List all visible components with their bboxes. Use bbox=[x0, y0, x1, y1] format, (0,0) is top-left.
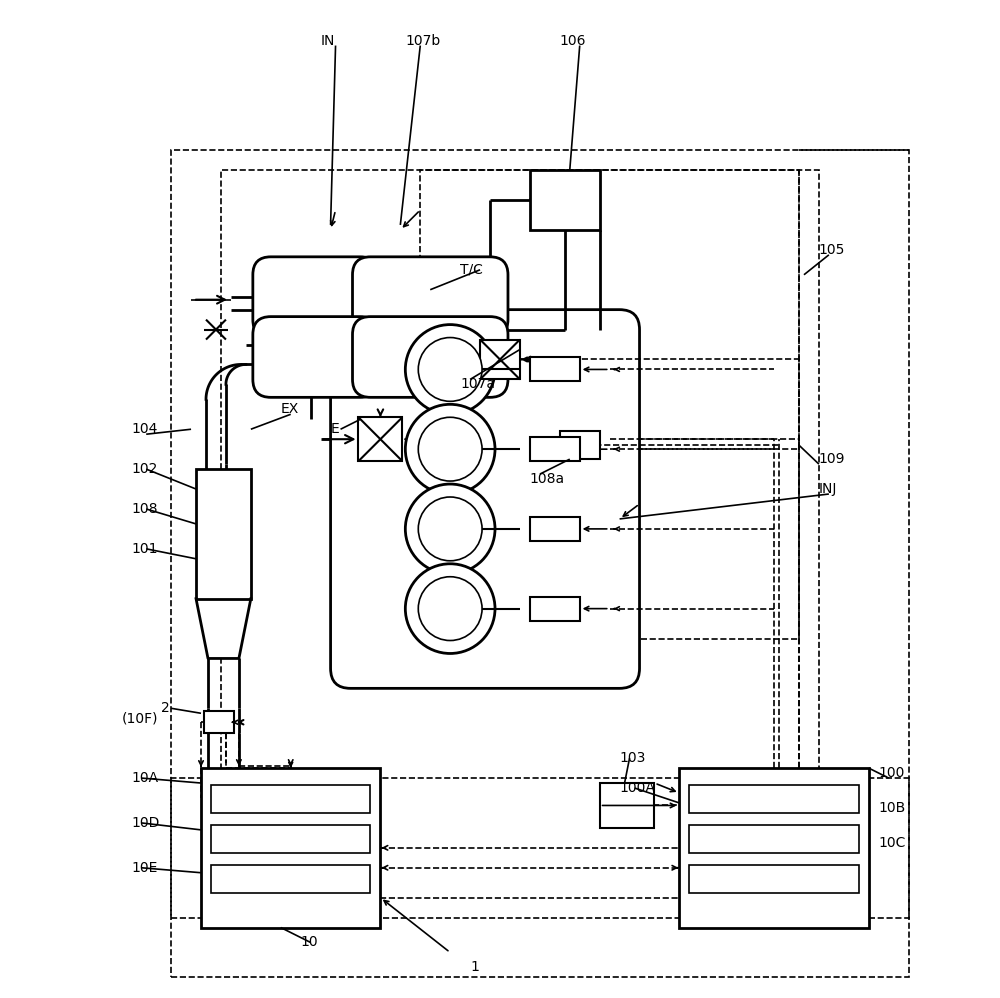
Text: 10D: 10D bbox=[131, 816, 160, 830]
Text: T/C: T/C bbox=[460, 262, 483, 276]
Bar bbox=[171, 778, 909, 977]
Bar bbox=[530, 170, 600, 230]
Circle shape bbox=[405, 564, 495, 654]
Text: INJ: INJ bbox=[819, 482, 837, 496]
Text: 100: 100 bbox=[879, 766, 905, 780]
Text: 104: 104 bbox=[131, 422, 158, 436]
Bar bbox=[420, 170, 799, 449]
Bar bbox=[204, 712, 234, 734]
Polygon shape bbox=[196, 599, 251, 659]
Text: 10A: 10A bbox=[131, 771, 158, 785]
Text: 10C: 10C bbox=[879, 836, 906, 850]
Bar bbox=[196, 469, 251, 599]
Bar bbox=[221, 170, 819, 897]
Bar bbox=[480, 339, 520, 379]
Bar bbox=[171, 150, 909, 917]
Bar bbox=[420, 439, 799, 639]
Bar bbox=[530, 597, 580, 621]
Bar bbox=[689, 785, 859, 813]
Circle shape bbox=[418, 577, 482, 641]
Bar bbox=[530, 517, 580, 541]
Text: 107a: 107a bbox=[460, 377, 495, 391]
Bar bbox=[530, 437, 580, 461]
Text: 108: 108 bbox=[131, 502, 158, 516]
Text: 101: 101 bbox=[131, 542, 158, 556]
Bar bbox=[358, 417, 402, 461]
Circle shape bbox=[418, 417, 482, 481]
Bar bbox=[600, 783, 654, 828]
Bar bbox=[679, 768, 869, 927]
Text: 105: 105 bbox=[819, 243, 845, 256]
Circle shape bbox=[405, 484, 495, 574]
Bar bbox=[689, 864, 859, 892]
FancyBboxPatch shape bbox=[353, 256, 508, 337]
Text: 107b: 107b bbox=[405, 34, 441, 48]
Text: EX: EX bbox=[281, 402, 299, 416]
FancyBboxPatch shape bbox=[331, 309, 640, 689]
Text: (10F): (10F) bbox=[121, 712, 158, 726]
Text: 103: 103 bbox=[620, 751, 646, 765]
FancyBboxPatch shape bbox=[353, 316, 508, 397]
Bar bbox=[211, 825, 370, 853]
Circle shape bbox=[418, 497, 482, 561]
Text: 102: 102 bbox=[131, 462, 158, 476]
Text: 10: 10 bbox=[301, 935, 318, 949]
Text: 1: 1 bbox=[470, 960, 479, 974]
Bar bbox=[689, 825, 859, 853]
Bar bbox=[530, 357, 580, 381]
Text: E: E bbox=[331, 422, 339, 436]
Text: 109: 109 bbox=[819, 452, 845, 466]
Bar bbox=[211, 864, 370, 892]
Circle shape bbox=[418, 337, 482, 401]
Bar bbox=[211, 785, 370, 813]
FancyBboxPatch shape bbox=[253, 316, 378, 397]
Text: 106: 106 bbox=[560, 34, 586, 48]
Text: 2: 2 bbox=[161, 702, 170, 716]
Circle shape bbox=[405, 324, 495, 414]
Text: 10B: 10B bbox=[879, 801, 906, 815]
Text: 100A: 100A bbox=[620, 781, 655, 795]
Text: IN: IN bbox=[321, 34, 335, 48]
Text: 10E: 10E bbox=[131, 860, 158, 874]
FancyBboxPatch shape bbox=[253, 256, 378, 337]
Bar bbox=[560, 431, 600, 459]
Bar bbox=[201, 768, 380, 927]
Circle shape bbox=[405, 404, 495, 494]
Text: 108a: 108a bbox=[530, 472, 565, 486]
